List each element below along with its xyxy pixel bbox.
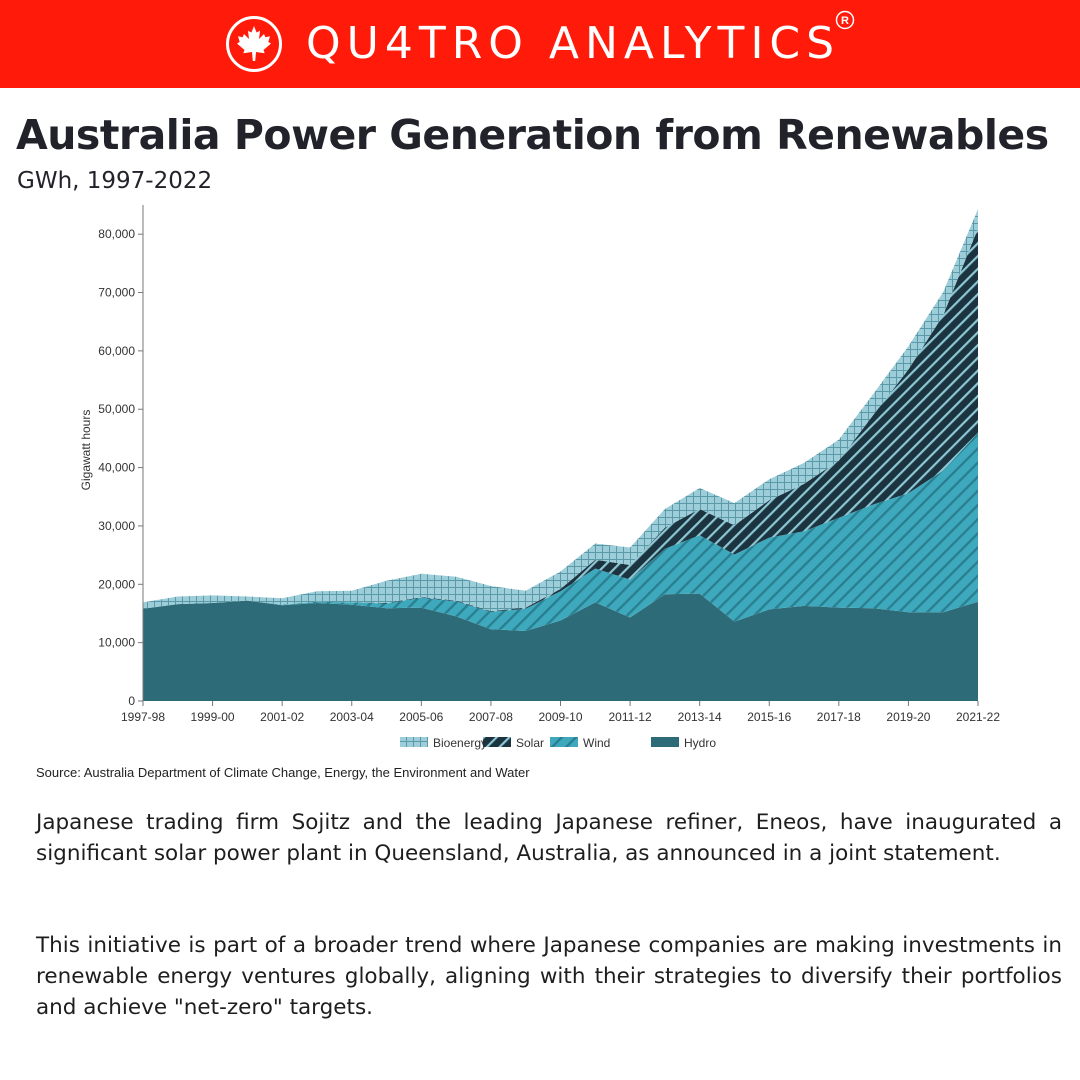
page-title: Australia Power Generation from Renewabl… <box>16 111 1049 159</box>
y-tick-label: 20,000 <box>98 577 135 591</box>
renewables-area-chart: 0 10,000 20,000 30,000 40,000 50,000 60,000 70,… <box>79 205 1000 750</box>
legend-swatch-solar <box>483 737 511 747</box>
y-tick-label: 0 <box>128 694 135 708</box>
x-tick-label: 2017-18 <box>817 710 861 724</box>
x-tick-label: 2019-20 <box>886 710 930 724</box>
legend-label-solar: Solar <box>516 736 544 750</box>
y-tick-label: 60,000 <box>98 344 135 358</box>
y-tick-label: 80,000 <box>98 227 135 241</box>
legend-label-bioenergy: Bioenergy <box>433 736 487 750</box>
paragraph-2: This initiative is part of a broader tre… <box>36 933 1062 1020</box>
y-tick-label: 50,000 <box>98 402 135 416</box>
legend-swatch-bioenergy <box>400 737 428 747</box>
y-tick-label: 40,000 <box>98 461 135 475</box>
page-subtitle: GWh, 1997-2022 <box>17 168 213 194</box>
x-tick-label: 2007-08 <box>469 710 513 724</box>
y-axis-title: Gigawatt hours <box>79 410 93 491</box>
brand-name: QU4TRO ANALYTICS <box>306 18 841 69</box>
paragraph-1: Japanese trading firm Sojitz and the lea… <box>36 810 1062 866</box>
x-tick-label: 2005-06 <box>399 710 443 724</box>
series-area-hydro <box>143 593 978 701</box>
x-ticks: 1997-98 1999-00 2001-02 2003-04 2005-06 2007-… <box>121 701 1000 724</box>
y-tick-label: 30,000 <box>98 519 135 533</box>
x-tick-label: 2013-14 <box>678 710 722 724</box>
y-tick-label: 70,000 <box>98 286 135 300</box>
legend-label-hydro: Hydro <box>684 736 716 750</box>
plot-areas <box>143 209 978 701</box>
x-tick-label: 1997-98 <box>121 710 165 724</box>
x-tick-label: 2003-04 <box>330 710 374 724</box>
x-tick-label: 2001-02 <box>260 710 304 724</box>
series-area-wind <box>143 432 978 631</box>
brand-banner: QU4TRO ANALYTICS R <box>0 0 1080 88</box>
registered-trademark-icon: R <box>835 10 855 30</box>
y-ticks: 0 10,000 20,000 30,000 40,000 50,000 60,000 70,… <box>98 227 143 708</box>
legend-label-wind: Wind <box>583 736 610 750</box>
svg-text:R: R <box>841 15 849 27</box>
x-tick-label: 2009-10 <box>538 710 582 724</box>
source-note: Source: Australia Department of Climate … <box>36 765 530 780</box>
x-tick-label: 2011-12 <box>609 710 652 724</box>
x-tick-label: 2015-16 <box>747 710 791 724</box>
legend-swatch-wind <box>550 737 578 747</box>
legend-swatch-hydro <box>651 737 679 747</box>
maple-leaf-icon <box>226 16 282 72</box>
chart-legend: Bioenergy Solar Wind Hydro <box>400 736 716 750</box>
x-tick-label: 1999-00 <box>191 710 235 724</box>
y-tick-label: 10,000 <box>98 636 135 650</box>
series-area-solar <box>143 228 978 612</box>
x-tick-label: 2021-22 <box>956 710 1000 724</box>
